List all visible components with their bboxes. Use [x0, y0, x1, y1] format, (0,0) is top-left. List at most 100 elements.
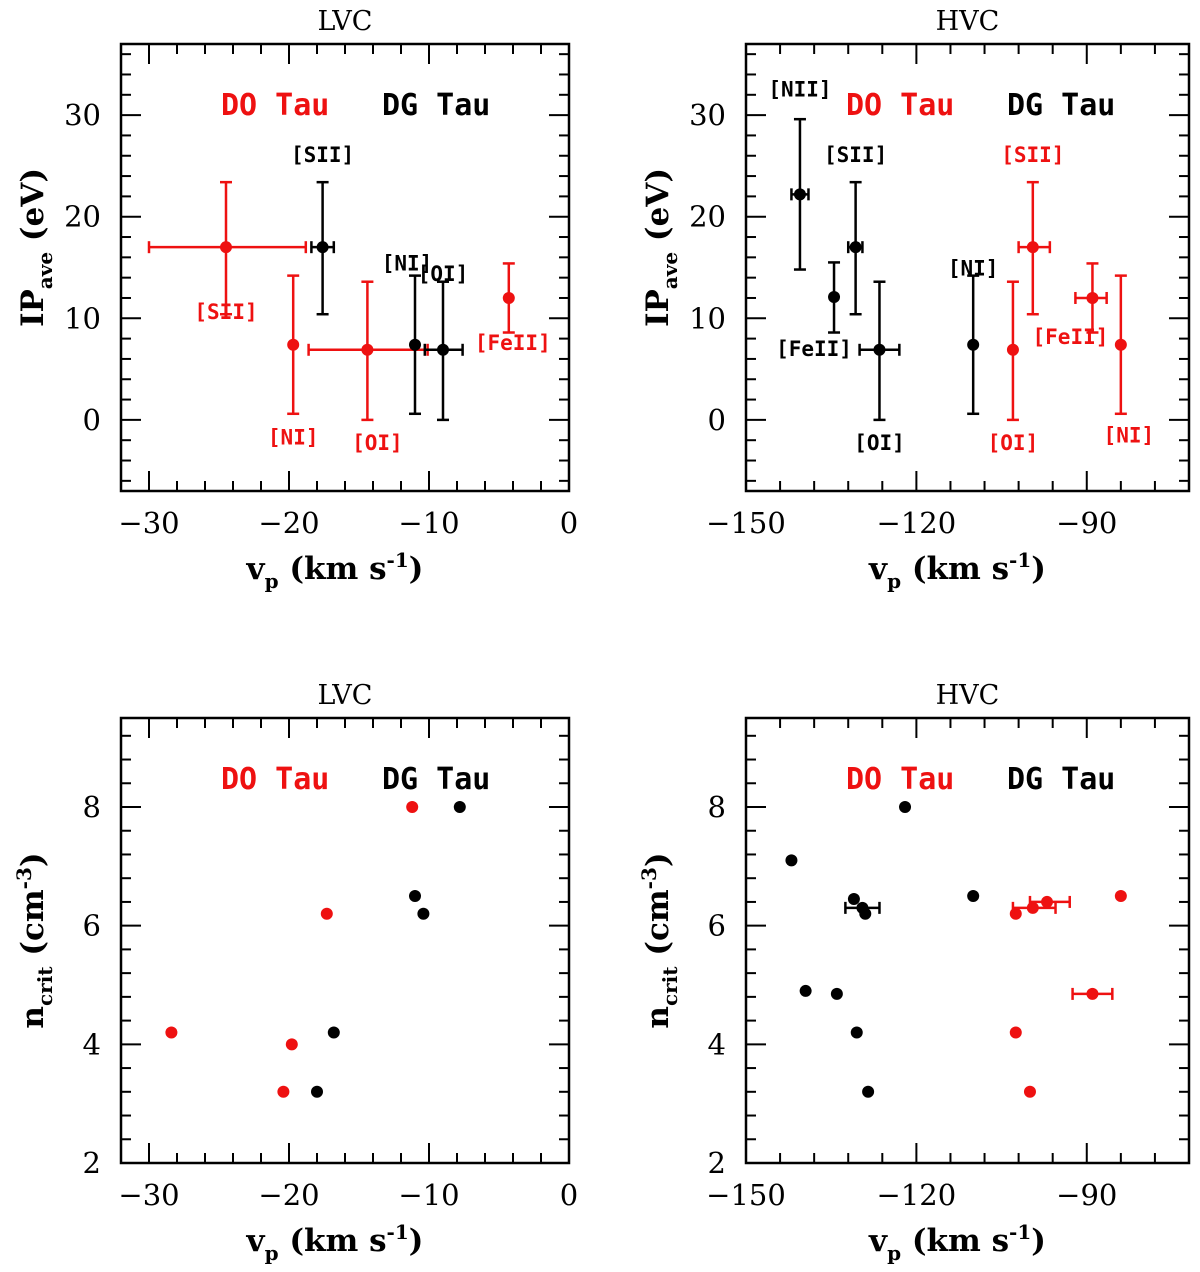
- series-dg-tau: [785, 801, 980, 1098]
- data-point: [287, 338, 300, 351]
- x-tick-label: 0: [560, 1178, 578, 1212]
- y-tick-label: 10: [64, 301, 101, 335]
- data-point: [165, 1026, 178, 1039]
- line-label: [OI]: [988, 431, 1039, 455]
- series-dg-tau: [311, 801, 466, 1098]
- chart-panel-1: LVC −30 −20 −10 0 0 10 20 30 vp (km s-1) IPave (eV…: [15, 6, 578, 593]
- data-point: [327, 1026, 340, 1039]
- series-dg-tau: [NII] [FeII] [SII] [OI] [NI]: [768, 77, 998, 454]
- data-point: [899, 801, 912, 813]
- line-label: [OI]: [418, 262, 469, 286]
- data-point: [1009, 907, 1022, 920]
- legend-do-tau: DO Tau: [846, 762, 954, 797]
- data-point: [1086, 987, 1099, 1000]
- y-axis-label: IPave (eV): [640, 168, 682, 327]
- y-tick-label: 2: [83, 1146, 101, 1180]
- data-point: [1026, 901, 1039, 914]
- data-point: [417, 907, 430, 920]
- y-tick-label: 8: [83, 790, 101, 824]
- data-point: [1086, 291, 1099, 304]
- y-tick-label: 30: [689, 98, 726, 132]
- data-point: [1041, 895, 1054, 908]
- x-tick-label: −150: [706, 506, 786, 540]
- x-tick-label: −90: [1056, 506, 1117, 540]
- line-label: [SII]: [1001, 143, 1064, 167]
- y-tick-label: 2: [708, 1146, 726, 1180]
- data-point: [859, 907, 872, 920]
- line-label: [SII]: [194, 300, 257, 324]
- legend-dg-tau: DG Tau: [1007, 88, 1115, 123]
- y-tick-label: 8: [708, 790, 726, 824]
- data-point: [785, 854, 798, 867]
- data-point: [1114, 890, 1127, 902]
- y-tick-label: 4: [83, 1027, 101, 1061]
- panel-title: HVC: [936, 680, 1000, 711]
- line-label: [NI]: [1104, 424, 1155, 448]
- data-point: [220, 241, 232, 254]
- y-axis-label: IPave (eV): [15, 168, 57, 327]
- x-tick-label: −10: [398, 1178, 459, 1212]
- line-label: [OI]: [352, 431, 403, 455]
- plot-frame: [119, 716, 571, 1165]
- chart-panel-2: HVC −150 −120 −90 0 10 20 30 vp (km s-1) IPave (e…: [640, 6, 1191, 593]
- legend-dg-tau: DG Tau: [382, 88, 490, 123]
- legend-dg-tau: DG Tau: [1007, 762, 1115, 797]
- data-point: [830, 987, 843, 1000]
- data-point: [847, 892, 860, 905]
- x-tick-label: −20: [258, 506, 319, 540]
- panel-title: LVC: [318, 680, 373, 711]
- series-do-tau: [165, 801, 419, 1098]
- data-point: [320, 907, 333, 920]
- y-tick-label: 6: [83, 909, 101, 943]
- data-point: [967, 338, 980, 351]
- y-axis-label: ncrit (cm-3): [12, 852, 57, 1028]
- data-point: [1009, 1026, 1022, 1039]
- plot-frame: [744, 42, 1191, 493]
- line-label: [SII]: [291, 143, 354, 167]
- x-axis-label: vp (km s-1): [246, 548, 424, 593]
- data-point: [849, 241, 862, 254]
- x-tick-label: −30: [118, 506, 179, 540]
- data-point: [850, 1026, 863, 1039]
- data-point: [1006, 343, 1019, 356]
- line-label: [NI]: [268, 426, 319, 450]
- data-point: [406, 801, 419, 813]
- line-label: [OI]: [854, 431, 905, 455]
- x-tick-label: −120: [877, 1178, 957, 1212]
- data-point: [1114, 338, 1127, 351]
- series-do-tau: [1009, 890, 1127, 1098]
- x-tick-label: −90: [1056, 1178, 1117, 1212]
- data-point: [409, 890, 421, 902]
- data-point: [311, 1085, 323, 1098]
- line-label: [FeII]: [475, 331, 551, 355]
- line-label: [NI]: [948, 257, 999, 281]
- chart-panel-4: HVC −150 −120 −90 2 4 6 8 vp (km s-1) ncrit (cm-3…: [637, 680, 1191, 1265]
- series-do-tau: [SII] [NI] [OI] [FeII]: [147, 180, 551, 455]
- panel-title: HVC: [936, 6, 1000, 37]
- y-tick-label: 20: [689, 200, 726, 234]
- y-tick-label: 10: [689, 301, 726, 335]
- data-point: [361, 343, 374, 356]
- data-point: [873, 343, 886, 356]
- legend-dg-tau: DG Tau: [382, 762, 490, 797]
- data-point: [316, 241, 329, 254]
- line-label: [SII]: [824, 143, 887, 167]
- chart-panel-3: LVC −30 −20 −10 0 2 4 6 8 vp (km s-1) ncrit (cm-3)…: [12, 680, 578, 1265]
- series-dg-tau: [SII] [NI][OI]: [291, 143, 469, 422]
- data-point: [502, 291, 515, 304]
- plot-frame: [744, 716, 1191, 1165]
- legend-do-tau: DO Tau: [846, 88, 954, 123]
- x-axis-label: vp (km s-1): [246, 1220, 424, 1265]
- y-tick-label: 0: [83, 403, 101, 437]
- y-tick-label: 4: [708, 1027, 726, 1061]
- data-point: [285, 1038, 298, 1051]
- data-point: [409, 338, 421, 351]
- x-tick-label: −30: [118, 1178, 179, 1212]
- x-tick-label: −10: [398, 506, 459, 540]
- y-tick-label: 30: [64, 98, 101, 132]
- line-label: [FeII]: [1033, 325, 1109, 349]
- data-point: [799, 984, 812, 997]
- data-point: [828, 290, 841, 303]
- data-point: [967, 890, 980, 902]
